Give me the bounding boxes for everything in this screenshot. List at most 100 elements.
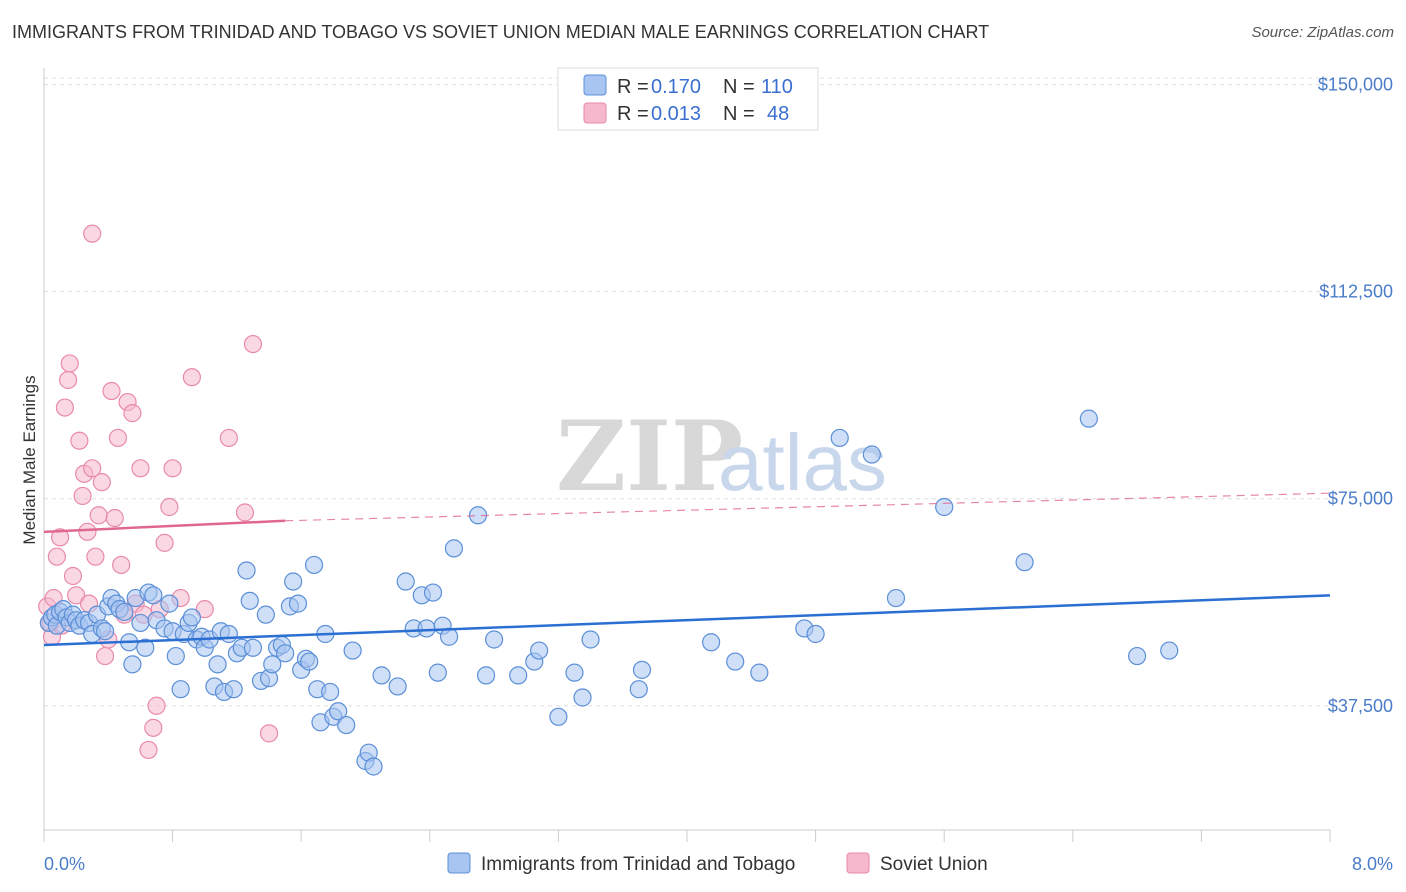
y-tick-label-1: $75,000	[1328, 489, 1393, 509]
trinidad-point-98	[581, 630, 600, 649]
trinidad-point-90	[476, 666, 496, 685]
y-tick-labels: $37,500 $75,000 $112,500 $150,000	[1318, 75, 1393, 716]
soviet-union-point-26	[112, 555, 131, 575]
trinidad-point-26	[136, 638, 155, 657]
legend-r-label-1: R =	[617, 76, 649, 98]
trinidad-point-16	[95, 622, 115, 641]
soviet-union-point-29	[123, 404, 142, 423]
soviet-union-point-43	[219, 428, 238, 448]
watermark-zip: ZIP	[556, 400, 743, 513]
soviet-union-point-5	[50, 528, 70, 547]
series-trinidad-points	[39, 409, 1179, 776]
soviet-union-point-47	[83, 224, 102, 243]
trinidad-point-25	[131, 613, 150, 633]
soviet-union-point-8	[59, 370, 78, 390]
trinidad-point-52	[243, 638, 263, 657]
bottom-legend-label-1: Immigrants from Trinidad and Tobago	[481, 854, 795, 875]
soviet-union-point-12	[70, 431, 89, 450]
trinidad-point-74	[343, 641, 362, 660]
trinidad-point-83	[417, 619, 436, 638]
soviet-union-point-10	[63, 566, 83, 586]
trinidad-point-92	[509, 666, 528, 685]
trinidad-point-31	[160, 594, 179, 613]
soviet-union-point-39	[163, 459, 182, 478]
trinidad-point-62	[288, 594, 308, 613]
soviet-union-point-25	[108, 428, 128, 448]
soviet-union-point-24	[105, 508, 124, 528]
trend-line-soviet-union	[43, 519, 286, 534]
trinidad-point-103	[750, 663, 769, 682]
y-axis-label: Median Male Earnings	[20, 375, 39, 544]
trinidad-point-113	[1160, 641, 1179, 660]
trinidad-point-37	[182, 608, 201, 627]
trinidad-point-99	[629, 680, 648, 699]
trinidad-point-108	[886, 588, 906, 608]
trinidad-point-109	[935, 497, 954, 517]
bottom-legend-swatch-blue	[447, 852, 471, 874]
y-tick-label-3: $150,000	[1318, 75, 1393, 95]
trinidad-point-59	[276, 644, 295, 663]
trinidad-point-28	[144, 586, 163, 605]
trinidad-point-96	[565, 663, 584, 682]
trinidad-point-95	[549, 707, 568, 726]
trinidad-point-112	[1127, 646, 1147, 666]
soviet-union-point-18	[86, 547, 105, 566]
soviet-union-point-9	[60, 354, 79, 373]
trinidad-point-46	[219, 624, 238, 644]
soviet-union-point-11	[67, 586, 86, 605]
soviet-union-point-44	[235, 503, 255, 522]
legend-n-label-1: N =	[723, 76, 755, 98]
y-tick-label-0: $37,500	[1328, 696, 1393, 716]
legend-n-value-1: 110	[761, 76, 793, 98]
watermark-atlas: atlas	[718, 418, 887, 507]
trinidad-point-106	[830, 428, 849, 448]
soviet-union-point-33	[139, 740, 158, 760]
trinidad-point-21	[115, 602, 134, 621]
trinidad-point-72	[329, 702, 348, 721]
trinidad-point-97	[573, 688, 592, 707]
chart-title: IMMIGRANTS FROM TRINIDAD AND TOBAGO VS S…	[12, 22, 990, 42]
trinidad-point-47	[224, 680, 243, 699]
trinidad-point-105	[806, 624, 825, 644]
legend-r-label-2: R =	[617, 103, 649, 125]
soviet-union-point-46	[259, 724, 279, 743]
soviet-union-point-19	[89, 506, 108, 525]
trinidad-point-100	[632, 660, 652, 679]
soviet-union-point-42	[195, 600, 214, 619]
soviet-union-point-15	[78, 522, 97, 541]
soviet-union-point-37	[155, 533, 174, 552]
trinidad-point-94	[530, 641, 549, 660]
chart-source: Source: ZipAtlas.com	[1251, 24, 1394, 41]
bottom-legend: Immigrants from Trinidad and Tobago Sovi…	[447, 852, 988, 875]
legend-swatch-blue	[583, 74, 607, 96]
trinidad-point-50	[237, 561, 256, 580]
bottom-legend-label-2: Soviet Union	[880, 854, 988, 875]
legend-r-value-2: 0.013	[651, 103, 701, 125]
series-soviet-union-points	[38, 224, 279, 760]
soviet-union-point-35	[147, 696, 166, 715]
trinidad-point-77	[364, 757, 383, 776]
trinidad-point-78	[372, 666, 391, 685]
trend-lines	[43, 492, 1331, 647]
soviet-union-point-21	[95, 646, 115, 666]
soviet-union-point-38	[160, 497, 179, 517]
trinidad-point-66	[304, 555, 324, 575]
trinidad-point-33	[166, 646, 185, 666]
bottom-legend-swatch-pink	[846, 852, 870, 874]
legend-swatch-pink	[583, 102, 607, 124]
trinidad-point-61	[284, 572, 303, 591]
legend-n-label-2: N =	[723, 103, 755, 125]
x-ticks	[43, 830, 1331, 842]
soviet-union-point-41	[182, 368, 201, 387]
trinidad-point-51	[240, 591, 259, 610]
soviet-union-point-23	[102, 381, 121, 401]
trinidad-point-102	[726, 652, 745, 671]
trinidad-point-85	[428, 663, 447, 682]
soviet-union-point-7	[55, 398, 74, 417]
legend-r-value-1: 0.170	[651, 76, 701, 98]
trinidad-point-56	[263, 655, 282, 674]
trinidad-point-54	[256, 605, 275, 624]
soviet-union-point-17	[83, 459, 102, 478]
x-tick-label-min: 0.0%	[44, 854, 85, 874]
